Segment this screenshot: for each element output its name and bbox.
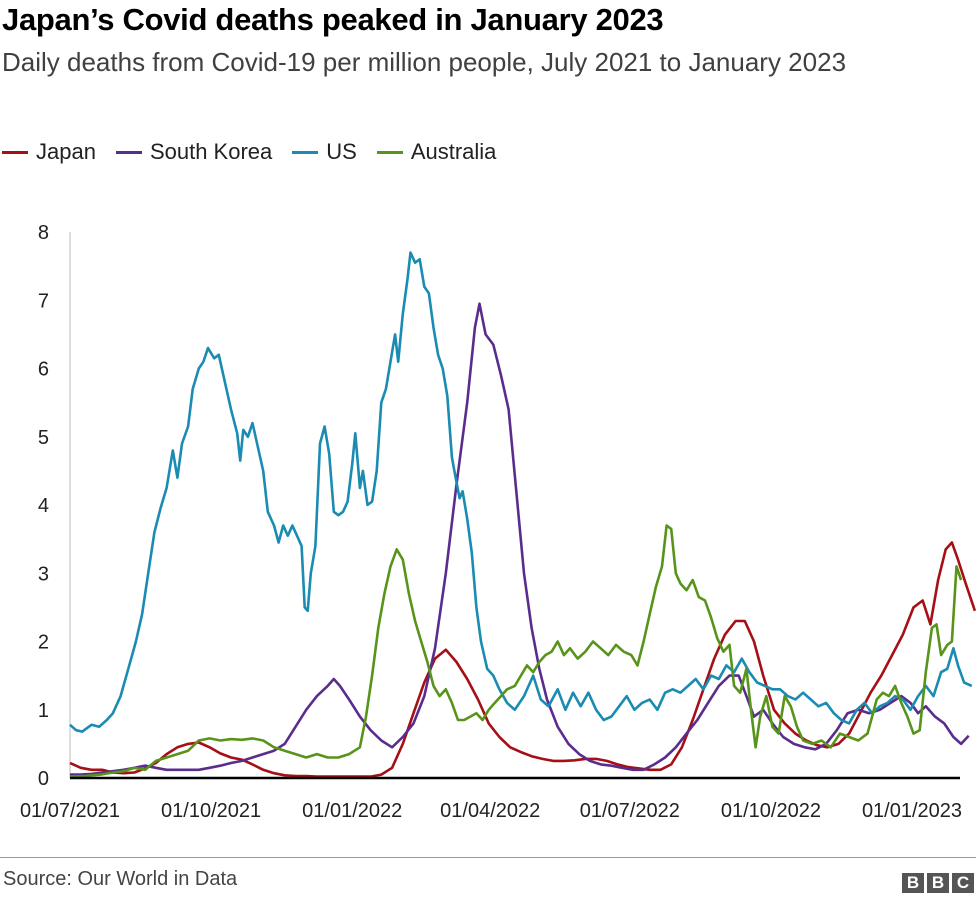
series-lines	[69, 251, 976, 778]
legend-item-australia: Australia	[376, 139, 497, 165]
x-tick-label: 01/10/2021	[161, 800, 261, 822]
y-tick-label: 5	[38, 427, 49, 449]
legend-swatch-us	[292, 150, 319, 154]
legend-item-south-korea: South Korea	[115, 139, 273, 165]
x-tick-label: 01/07/2022	[580, 800, 680, 822]
series-line-australia	[69, 524, 963, 778]
legend-item-japan: Japan	[2, 139, 96, 165]
legend-swatch-australia	[376, 150, 403, 154]
series-line-us	[69, 251, 973, 733]
x-tick-label: 01/04/2022	[440, 800, 540, 822]
y-axis-ticks: 0 1 2 3 4 5 6 7 8	[38, 222, 49, 790]
series-line-japan	[69, 541, 976, 778]
y-tick-label: 1	[38, 700, 49, 722]
bbc-logo-letter: B	[902, 873, 924, 893]
legend-label-japan: Japan	[36, 139, 96, 164]
y-tick-label: 6	[38, 359, 49, 381]
legend-label-australia: Australia	[410, 139, 497, 164]
source-note: Source: Our World in Data	[3, 868, 238, 890]
legend-label-south-korea: South Korea	[149, 139, 273, 164]
bbc-logo-letter: B	[927, 873, 949, 893]
y-tick-label: 7	[38, 290, 49, 312]
y-tick-label: 3	[38, 563, 49, 585]
chart-subtitle: Daily deaths from Covid-19 per million p…	[2, 47, 847, 77]
bbc-logo: B B C	[902, 873, 974, 893]
chart-title: Japan’s Covid deaths peaked in January 2…	[2, 2, 664, 37]
legend: Japan South Korea US Australia	[2, 139, 516, 165]
legend-item-us: US	[292, 139, 357, 165]
x-axis-ticks: 01/07/2021 01/10/2021 01/01/2022 01/04/2022…	[20, 800, 962, 822]
bbc-logo-letter: C	[952, 873, 974, 893]
legend-swatch-south-korea	[115, 150, 142, 154]
y-tick-label: 2	[38, 632, 49, 654]
footer-divider	[0, 857, 976, 858]
series-line-south-korea	[70, 302, 970, 776]
y-tick-label: 4	[38, 495, 49, 517]
x-tick-label: 01/01/2023	[862, 800, 962, 822]
legend-swatch-japan	[2, 150, 28, 154]
x-tick-label: 01/10/2022	[721, 800, 821, 822]
x-tick-label: 01/07/2021	[20, 800, 120, 822]
y-tick-label: 8	[38, 222, 49, 244]
legend-label-us: US	[326, 139, 357, 164]
y-tick-label: 0	[38, 768, 49, 790]
x-tick-label: 01/01/2022	[302, 800, 402, 822]
